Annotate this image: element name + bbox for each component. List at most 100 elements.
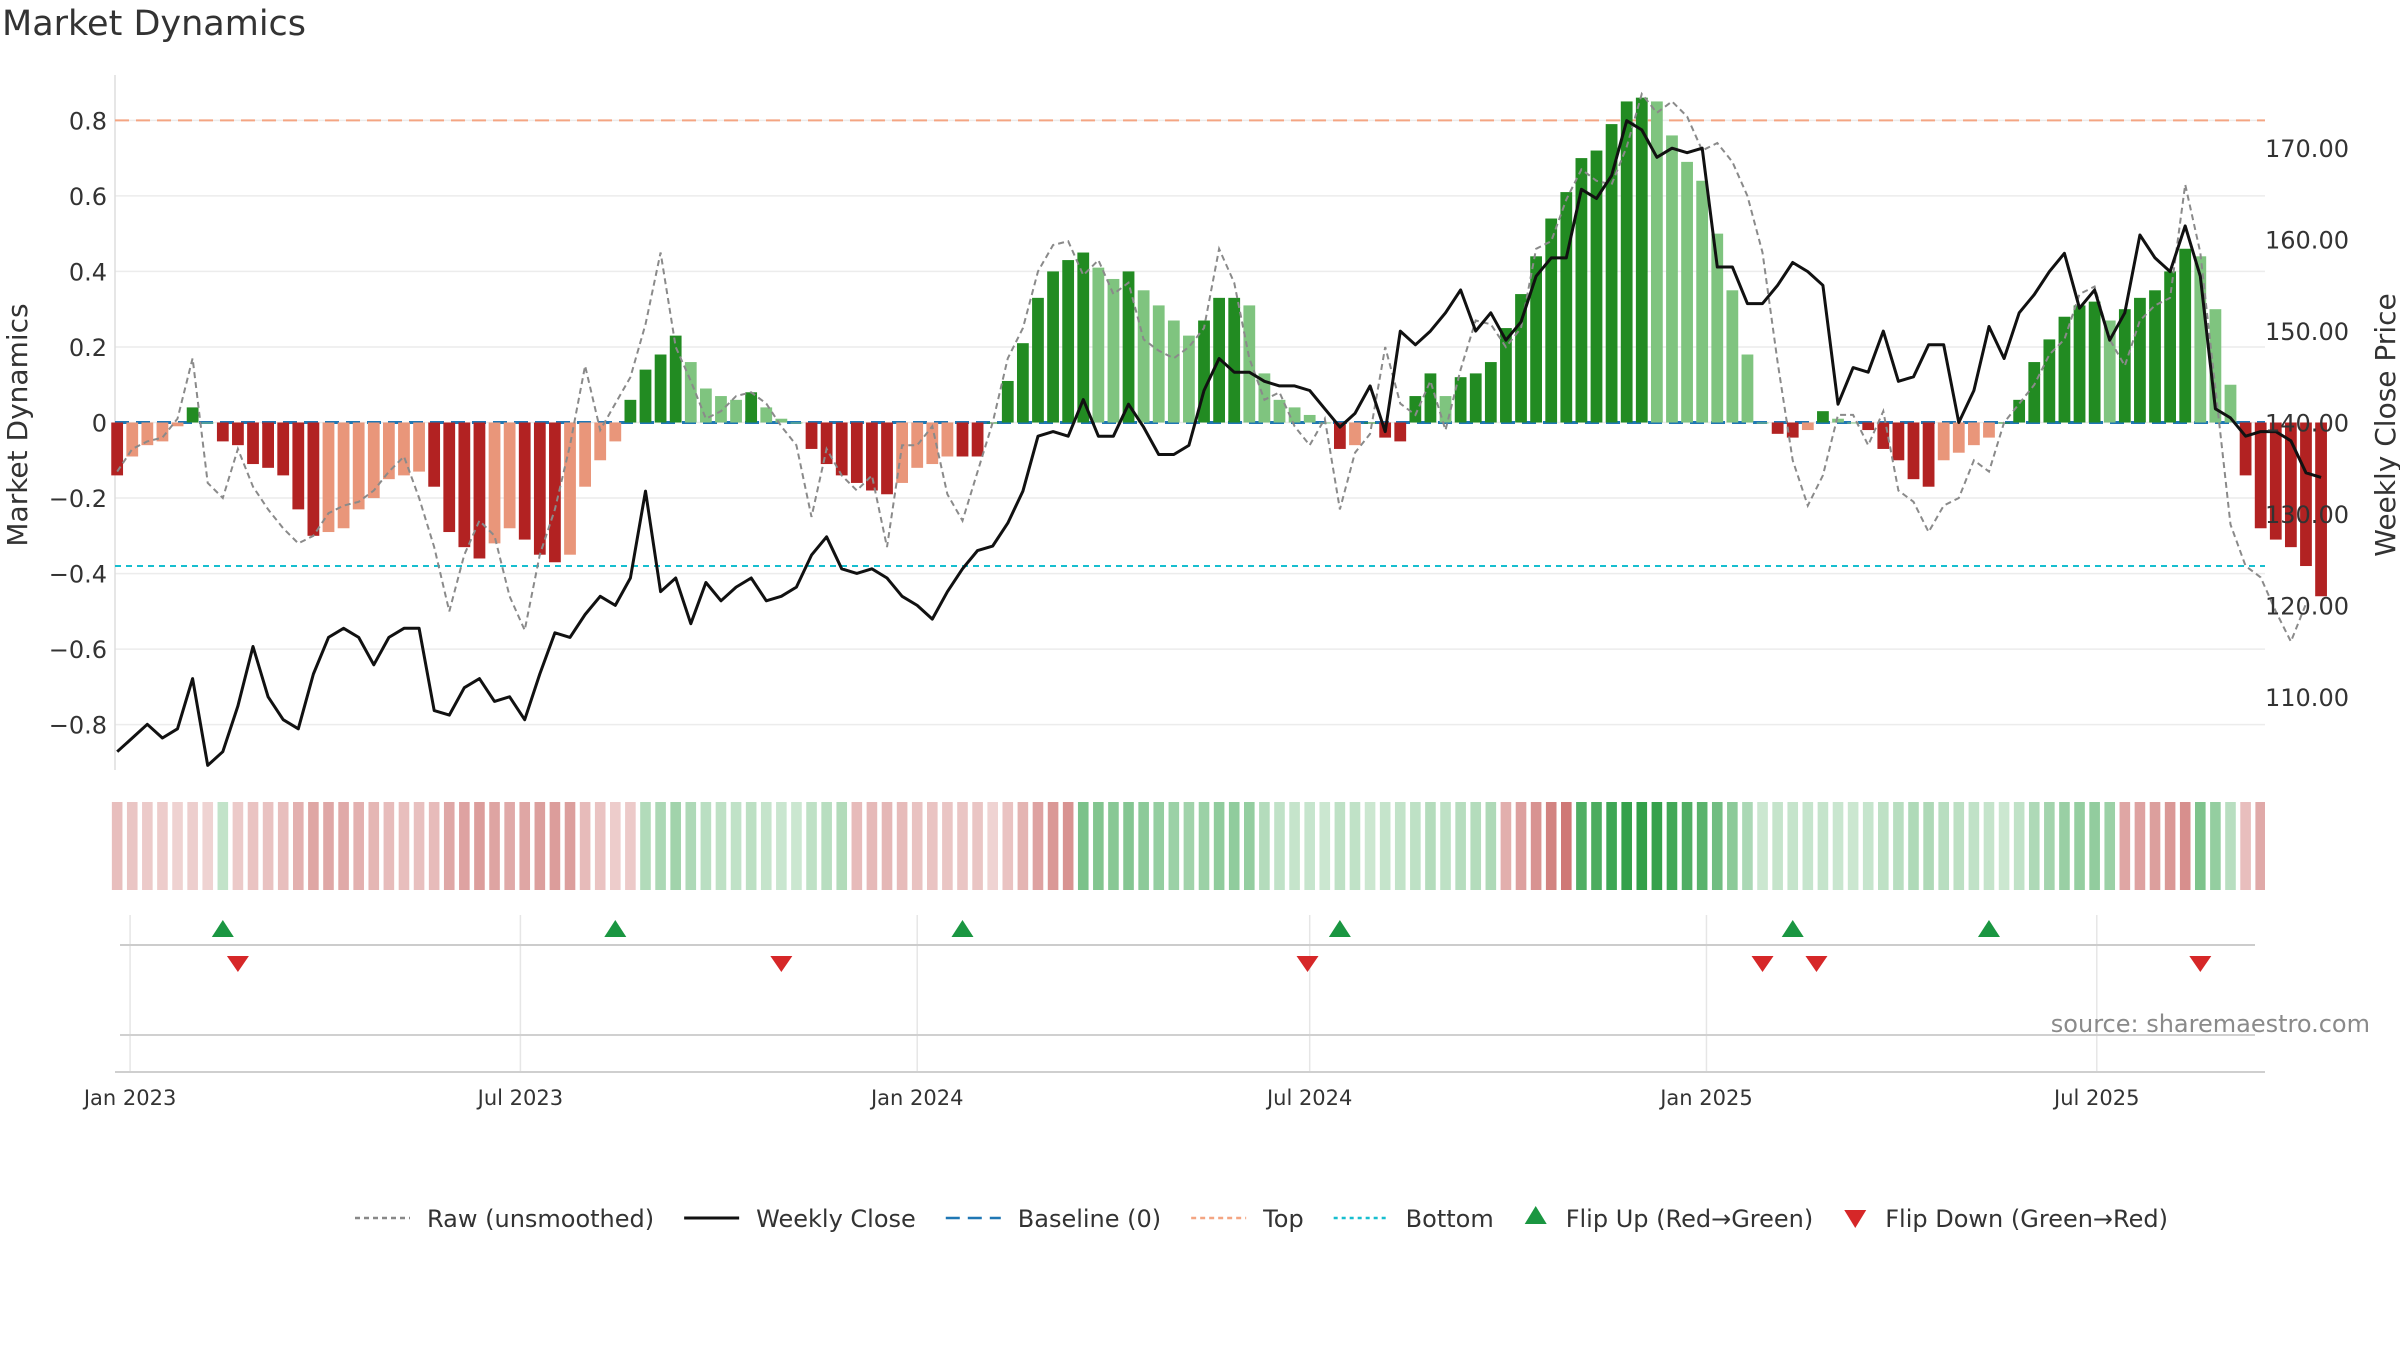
histogram-bar xyxy=(1198,320,1210,423)
histogram-bar xyxy=(473,422,486,559)
regime-cell xyxy=(1968,802,1980,890)
histogram-bar xyxy=(609,422,622,442)
histogram-bar xyxy=(186,407,199,423)
regime-cell xyxy=(368,802,380,890)
histogram-bar xyxy=(1515,294,1527,423)
histogram-bar xyxy=(533,422,546,555)
histogram-bar xyxy=(1862,422,1875,431)
regime-cell xyxy=(217,802,229,890)
regime-cell xyxy=(1817,802,1829,890)
histogram-bar xyxy=(126,422,139,457)
histogram-bar xyxy=(564,422,576,555)
regime-cell xyxy=(1047,802,1059,890)
histogram-bar xyxy=(2088,301,2101,423)
regime-cell xyxy=(262,802,274,890)
regime-cell xyxy=(202,802,214,890)
legend-label: Weekly Close xyxy=(756,1205,916,1233)
regime-cell xyxy=(1062,802,1074,890)
regime-cell xyxy=(579,802,591,890)
regime-cell xyxy=(2179,802,2191,890)
regime-cell xyxy=(2195,802,2206,890)
histogram-bar xyxy=(549,422,561,563)
right-axis-ticks: 110.00 120.00 130.00 140.00 150.00 160.00 170.… xyxy=(2265,135,2349,712)
weekly-close-line xyxy=(116,119,2322,767)
histogram-bar xyxy=(518,422,531,540)
histogram-bar xyxy=(1560,192,1573,423)
histogram-bar xyxy=(850,422,863,483)
regime-cell xyxy=(1681,802,1693,890)
histogram-bar xyxy=(1907,422,1920,480)
regime-cell xyxy=(277,802,289,890)
regime-cell xyxy=(338,802,349,890)
left-tick-label: −0.8 xyxy=(49,712,107,740)
regime-cell xyxy=(1017,802,1029,890)
histogram-bar xyxy=(926,422,939,465)
regime-strip xyxy=(111,802,2265,890)
histogram-bar xyxy=(1590,150,1603,423)
histogram-bar xyxy=(775,418,788,423)
regime-cell xyxy=(911,802,923,890)
x-tick-label: Jul 2025 xyxy=(2052,1086,2139,1110)
regime-cell xyxy=(1470,802,1482,890)
left-tick-label: −0.4 xyxy=(49,561,107,589)
regime-cell xyxy=(2104,802,2116,890)
histogram-bar xyxy=(1333,422,1346,449)
regime-cell xyxy=(1742,802,1753,890)
histogram-bar xyxy=(1137,290,1150,423)
histogram-bar xyxy=(398,422,410,476)
histogram-bar xyxy=(1152,305,1165,423)
histogram-bar xyxy=(579,422,591,487)
histogram-bar xyxy=(382,422,395,480)
regime-cell xyxy=(1711,802,1723,890)
regime-cell xyxy=(111,802,123,890)
regime-cell xyxy=(1032,802,1044,890)
source-note: source: sharemaestro.com xyxy=(2050,1010,2370,1038)
histogram-bar xyxy=(1801,422,1814,431)
histogram-bar xyxy=(956,422,969,457)
regime-cell xyxy=(987,802,998,890)
histogram-bar xyxy=(1032,297,1044,423)
histogram-bar xyxy=(2179,248,2192,423)
histogram-bar xyxy=(1001,380,1014,423)
flip-down-marker xyxy=(1751,956,1774,972)
histogram-bar xyxy=(1062,260,1075,423)
right-tick-label: 130.00 xyxy=(2265,501,2349,529)
right-tick-label: 120.00 xyxy=(2265,592,2349,620)
right-tick-label: 140.00 xyxy=(2265,410,2349,438)
histogram-bar xyxy=(488,422,501,544)
left-tick-label: −0.2 xyxy=(49,485,107,513)
left-tick-label: −0.6 xyxy=(49,636,107,664)
histogram-bar xyxy=(2300,422,2312,567)
legend-item: Bottom xyxy=(1333,1205,1494,1233)
regime-cell xyxy=(1621,802,1632,890)
histogram-bar xyxy=(141,422,154,446)
histogram-bar xyxy=(654,354,667,423)
histogram-bar xyxy=(201,422,214,424)
regime-cell xyxy=(413,802,425,890)
histogram-bar xyxy=(1575,158,1588,423)
legend-label: Bottom xyxy=(1406,1205,1494,1233)
histogram-bar xyxy=(1439,396,1452,423)
histogram-bar xyxy=(292,422,305,510)
histogram-bar xyxy=(1711,233,1724,423)
histogram-bar xyxy=(1952,422,1965,453)
regime-cell xyxy=(1485,802,1497,890)
histogram-bar xyxy=(1303,414,1316,423)
regime-cell xyxy=(459,802,470,890)
histogram-bar xyxy=(1122,271,1135,423)
weekly-close-series xyxy=(116,119,2322,767)
histogram-bar xyxy=(367,422,380,499)
histogram-bar xyxy=(911,422,924,468)
x-axis-ticks: Jan 2023 Jul 2023 Jan 2024 Jul 2024 Jan 2025… xyxy=(82,1086,2140,1110)
histogram-bar xyxy=(941,422,954,457)
regime-cell xyxy=(353,802,364,890)
histogram-bar xyxy=(277,422,290,476)
histogram-bar xyxy=(1424,373,1437,423)
regime-cell xyxy=(428,802,440,890)
regime-cell xyxy=(1727,802,1738,890)
regime-cell xyxy=(1183,802,1195,890)
histogram-bar xyxy=(171,422,184,427)
regime-cell xyxy=(157,802,168,890)
left-tick-label: 0.6 xyxy=(69,183,107,211)
page-title: Market Dynamics xyxy=(2,4,307,44)
